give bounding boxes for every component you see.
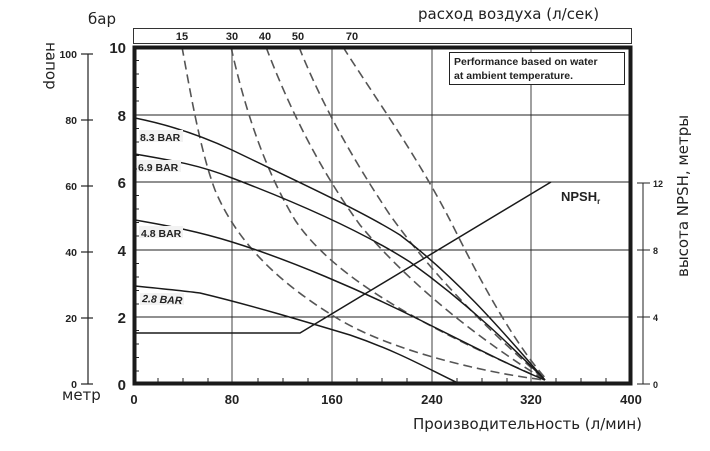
m-tick-60: 60 — [65, 181, 77, 193]
bar-tick-6: 6 — [118, 175, 126, 192]
label-8-3-bar: 8.3 BAR — [140, 132, 181, 144]
label-6-9-bar: 6.9 BAR — [138, 162, 179, 174]
air-flow-axis-title: расход воздуха (л/сек) — [418, 5, 599, 23]
npsh-tick-0: 0 — [653, 380, 658, 390]
bar-tick-10: 10 — [109, 40, 126, 57]
air-tick-70: 70 — [346, 31, 358, 43]
npsh-tick-12: 12 — [653, 179, 663, 189]
x-axis-ticks: 0 80 160 240 320 400 — [130, 392, 641, 407]
npsh-curve-label: NPSHr — [561, 189, 600, 206]
air-curve-15 — [181, 46, 546, 381]
note-box: Performance based on water at ambient te… — [449, 52, 625, 85]
x-tick-160: 160 — [321, 392, 343, 407]
head-axis-title: напор — [42, 42, 60, 90]
note-line-2: at ambient temperature. — [454, 70, 573, 82]
air-curve-40 — [265, 46, 546, 381]
npsh-tick-4: 4 — [653, 313, 658, 323]
x-tick-240: 240 — [421, 392, 443, 407]
x-tick-320: 320 — [520, 392, 542, 407]
bar-tick-0: 0 — [118, 377, 126, 394]
m-tick-20: 20 — [65, 313, 77, 325]
npsh-label-sub: r — [597, 197, 600, 206]
m-tick-100: 100 — [59, 49, 77, 61]
bar-unit-label: бар — [88, 10, 116, 28]
meter-axis: 100 80 60 40 20 0 — [59, 49, 93, 391]
air-tick-30: 30 — [226, 31, 238, 43]
pressure-curves — [134, 117, 552, 385]
minor-ticks — [133, 60, 607, 384]
curve-4-8-bar — [134, 219, 546, 381]
m-tick-0: 0 — [71, 379, 77, 391]
npsh-label-main: NPSH — [561, 189, 597, 204]
air-tick-15: 15 — [176, 31, 188, 43]
bar-tick-4: 4 — [118, 243, 127, 260]
meter-unit-label: метр — [62, 386, 101, 404]
x-tick-0: 0 — [130, 392, 137, 407]
grid — [133, 47, 632, 384]
label-2-8-bar: 2.8 BAR — [141, 293, 183, 307]
curve-2-8-bar — [134, 285, 461, 385]
air-flow-ticks: 15 30 40 50 70 — [176, 31, 358, 43]
npsh-axis: 12 8 4 0 — [637, 179, 663, 390]
x-tick-400: 400 — [620, 392, 642, 407]
x-tick-80: 80 — [225, 392, 239, 407]
npsh-axis-title: высота NPSH, метры — [674, 115, 692, 277]
air-flow-scale-box — [133, 28, 632, 44]
curve-6-9-bar — [134, 153, 546, 381]
npsh-tick-8: 8 — [653, 246, 658, 256]
air-curve-70 — [342, 46, 548, 381]
note-line-1: Performance based on water — [454, 56, 598, 68]
air-tick-40: 40 — [259, 31, 271, 43]
m-tick-80: 80 — [65, 115, 77, 127]
plot-frame — [132, 45, 633, 386]
air-curve-50 — [298, 46, 546, 381]
air-tick-50: 50 — [292, 31, 304, 43]
label-4-8-bar: 4.8 BAR — [141, 228, 182, 240]
npsh-curve — [135, 181, 552, 334]
bar-tick-8: 8 — [118, 108, 126, 125]
curve-8-3-bar — [134, 117, 546, 381]
m-tick-40: 40 — [65, 247, 77, 259]
bar-axis-ticks: 10 8 6 4 2 0 — [109, 40, 126, 394]
bar-tick-2: 2 — [118, 310, 126, 327]
x-axis-title: Производительность (л/мин) — [413, 415, 642, 433]
